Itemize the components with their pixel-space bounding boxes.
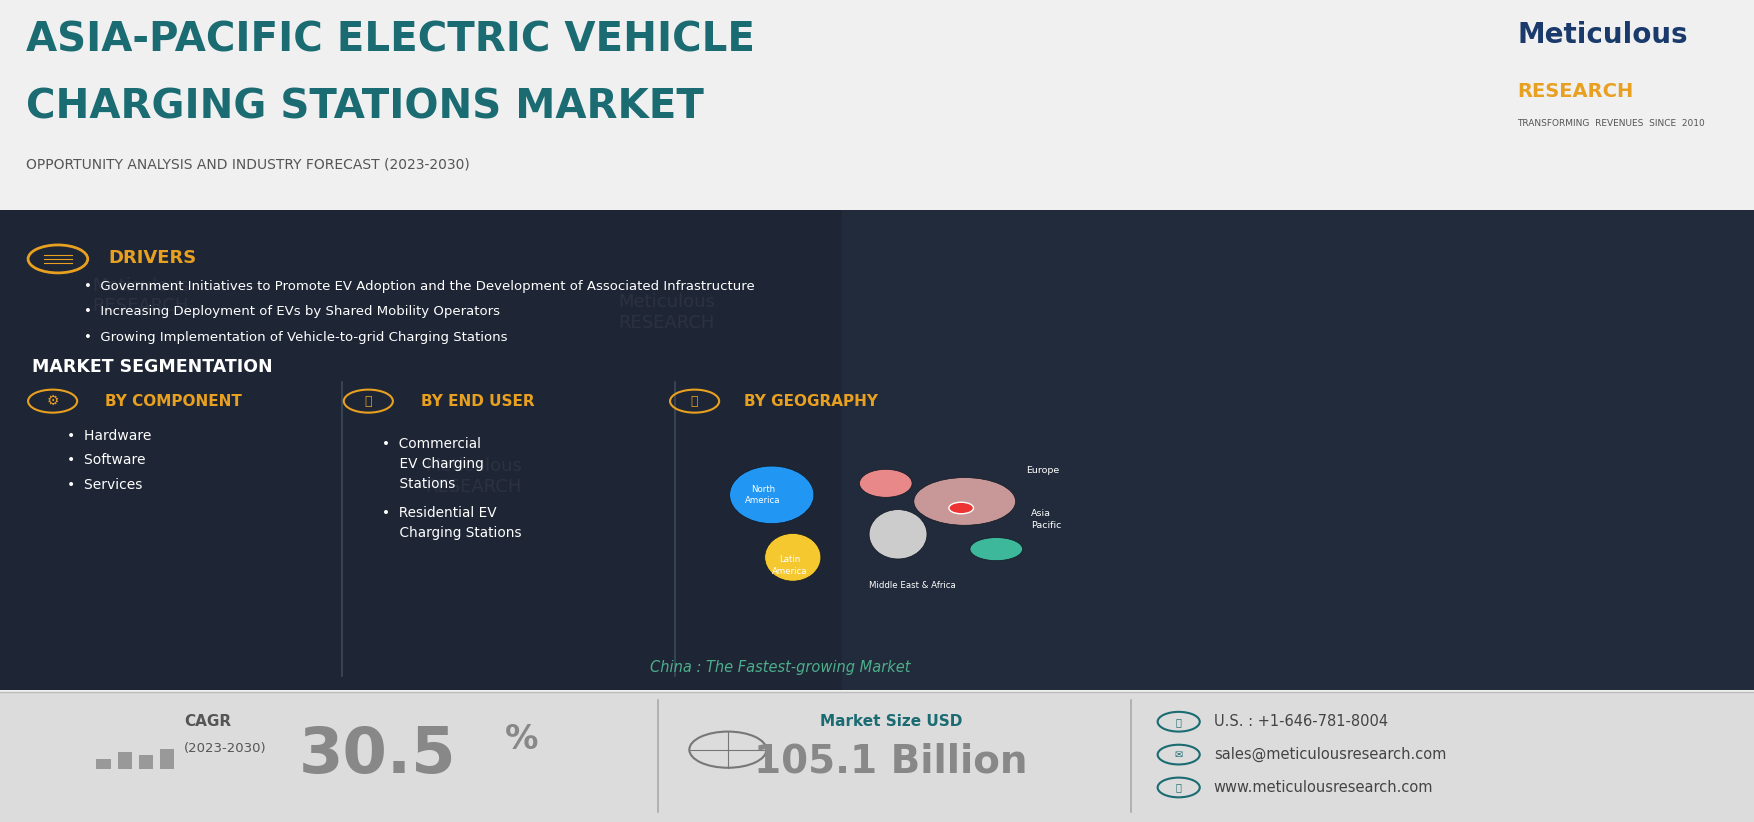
Text: 📞: 📞: [1175, 717, 1182, 727]
FancyBboxPatch shape: [842, 210, 1754, 690]
Text: Market Size USD: Market Size USD: [819, 714, 963, 729]
FancyBboxPatch shape: [96, 759, 111, 769]
Text: BY END USER: BY END USER: [421, 394, 535, 409]
Ellipse shape: [765, 533, 821, 581]
Text: Europe: Europe: [1026, 466, 1059, 474]
Text: RESEARCH: RESEARCH: [1517, 82, 1633, 101]
Text: Middle East & Africa: Middle East & Africa: [868, 581, 956, 589]
Text: •  Services: • Services: [67, 478, 142, 492]
Text: 👥: 👥: [365, 395, 372, 408]
Text: •  Software: • Software: [67, 453, 146, 468]
Ellipse shape: [970, 538, 1023, 561]
Text: •  Increasing Deployment of EVs by Shared Mobility Operators: • Increasing Deployment of EVs by Shared…: [84, 305, 500, 318]
FancyBboxPatch shape: [160, 749, 174, 769]
Text: Meticulous
RESEARCH: Meticulous RESEARCH: [91, 276, 189, 316]
Text: 🌐: 🌐: [1175, 783, 1182, 792]
Text: www.meticulousresearch.com: www.meticulousresearch.com: [1214, 780, 1433, 795]
Text: 30.5: 30.5: [298, 723, 456, 786]
FancyBboxPatch shape: [0, 210, 1754, 690]
Ellipse shape: [859, 469, 912, 497]
FancyBboxPatch shape: [139, 755, 153, 769]
FancyBboxPatch shape: [0, 692, 1754, 822]
FancyBboxPatch shape: [0, 0, 1754, 210]
Text: •  Growing Implementation of Vehicle-to-grid Charging Stations: • Growing Implementation of Vehicle-to-g…: [84, 330, 507, 344]
Text: North
America: North America: [745, 485, 781, 505]
Text: U.S. : +1-646-781-8004: U.S. : +1-646-781-8004: [1214, 714, 1387, 729]
Ellipse shape: [730, 466, 814, 524]
Text: Meticulous
RESEARCH: Meticulous RESEARCH: [424, 457, 523, 496]
Text: 105.1 Billion: 105.1 Billion: [754, 742, 1028, 780]
Circle shape: [949, 502, 973, 514]
Text: •  Residential EV
    Charging Stations: • Residential EV Charging Stations: [382, 506, 523, 539]
Text: %: %: [505, 723, 538, 756]
Text: •  Hardware: • Hardware: [67, 429, 151, 444]
Text: Latin
America: Latin America: [772, 556, 807, 575]
FancyBboxPatch shape: [118, 752, 132, 769]
Text: ⚙: ⚙: [46, 394, 60, 409]
Text: •  Commercial
    EV Charging
    Stations: • Commercial EV Charging Stations: [382, 437, 484, 492]
Ellipse shape: [914, 478, 1016, 525]
Ellipse shape: [870, 510, 928, 559]
Text: •  Government Initiatives to Promote EV Adoption and the Development of Associat: • Government Initiatives to Promote EV A…: [84, 279, 754, 293]
Text: ASIA-PACIFIC ELECTRIC VEHICLE: ASIA-PACIFIC ELECTRIC VEHICLE: [26, 21, 756, 61]
Text: Asia
Pacific: Asia Pacific: [1031, 510, 1061, 529]
Text: ✉: ✉: [1175, 750, 1182, 760]
Text: OPPORTUNITY ANALYSIS AND INDUSTRY FORECAST (2023-2030): OPPORTUNITY ANALYSIS AND INDUSTRY FORECA…: [26, 158, 470, 172]
Text: DRIVERS: DRIVERS: [109, 249, 196, 267]
Text: China : The Fastest-growing Market: China : The Fastest-growing Market: [651, 660, 910, 675]
Text: TRANSFORMING  REVENUES  SINCE  2010: TRANSFORMING REVENUES SINCE 2010: [1517, 119, 1705, 128]
Text: 🌐: 🌐: [691, 395, 698, 408]
Text: (2023-2030): (2023-2030): [184, 741, 267, 755]
Text: MARKET SEGMENTATION: MARKET SEGMENTATION: [32, 358, 272, 376]
Text: Meticulous
RESEARCH: Meticulous RESEARCH: [617, 293, 716, 332]
Text: sales@meticulousresearch.com: sales@meticulousresearch.com: [1214, 747, 1445, 762]
Text: CAGR: CAGR: [184, 714, 232, 729]
Text: BY GEOGRAPHY: BY GEOGRAPHY: [744, 394, 877, 409]
Text: CHARGING STATIONS MARKET: CHARGING STATIONS MARKET: [26, 88, 703, 128]
Text: Meticulous: Meticulous: [1517, 21, 1687, 48]
Text: BY COMPONENT: BY COMPONENT: [105, 394, 242, 409]
